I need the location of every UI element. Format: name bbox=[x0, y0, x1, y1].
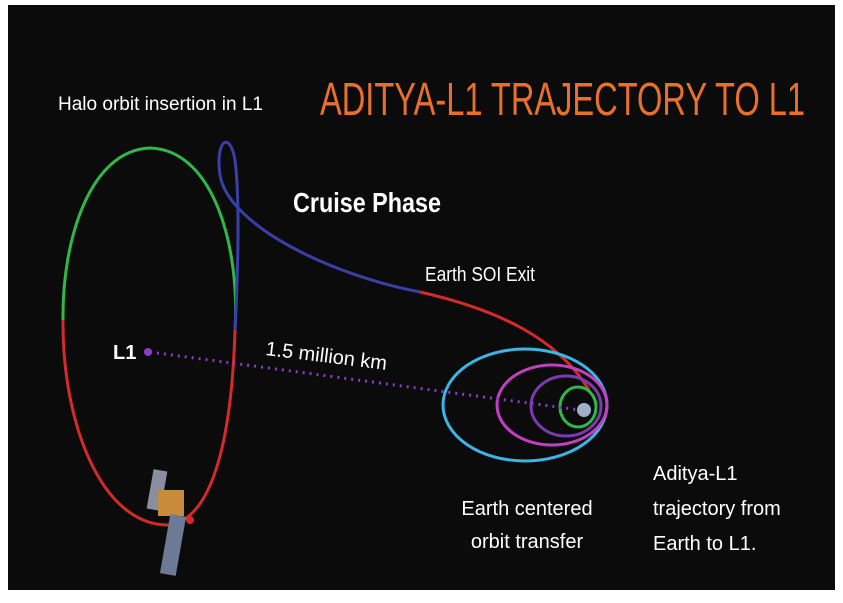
earth-transfer-label: Earth centered bbox=[461, 498, 592, 520]
l1-label: L1 bbox=[113, 342, 136, 364]
earth bbox=[577, 403, 591, 417]
caption: trajectory from bbox=[653, 498, 781, 520]
title: ADITYA-L1 TRAJECTORY TO L1 bbox=[320, 73, 805, 125]
caption: Aditya-L1 bbox=[653, 463, 738, 485]
caption: Earth to L1. bbox=[653, 533, 756, 555]
soi-exit-label: Earth SOI Exit bbox=[425, 264, 535, 286]
l1-point bbox=[144, 348, 152, 356]
earth-transfer-label: orbit transfer bbox=[471, 531, 584, 553]
halo-insertion-label: Halo orbit insertion in L1 bbox=[58, 94, 263, 115]
cruise-phase-label: Cruise Phase bbox=[293, 187, 441, 218]
diagram: ADITYA-L1 TRAJECTORY TO L1 Halo orbit in… bbox=[0, 0, 843, 603]
